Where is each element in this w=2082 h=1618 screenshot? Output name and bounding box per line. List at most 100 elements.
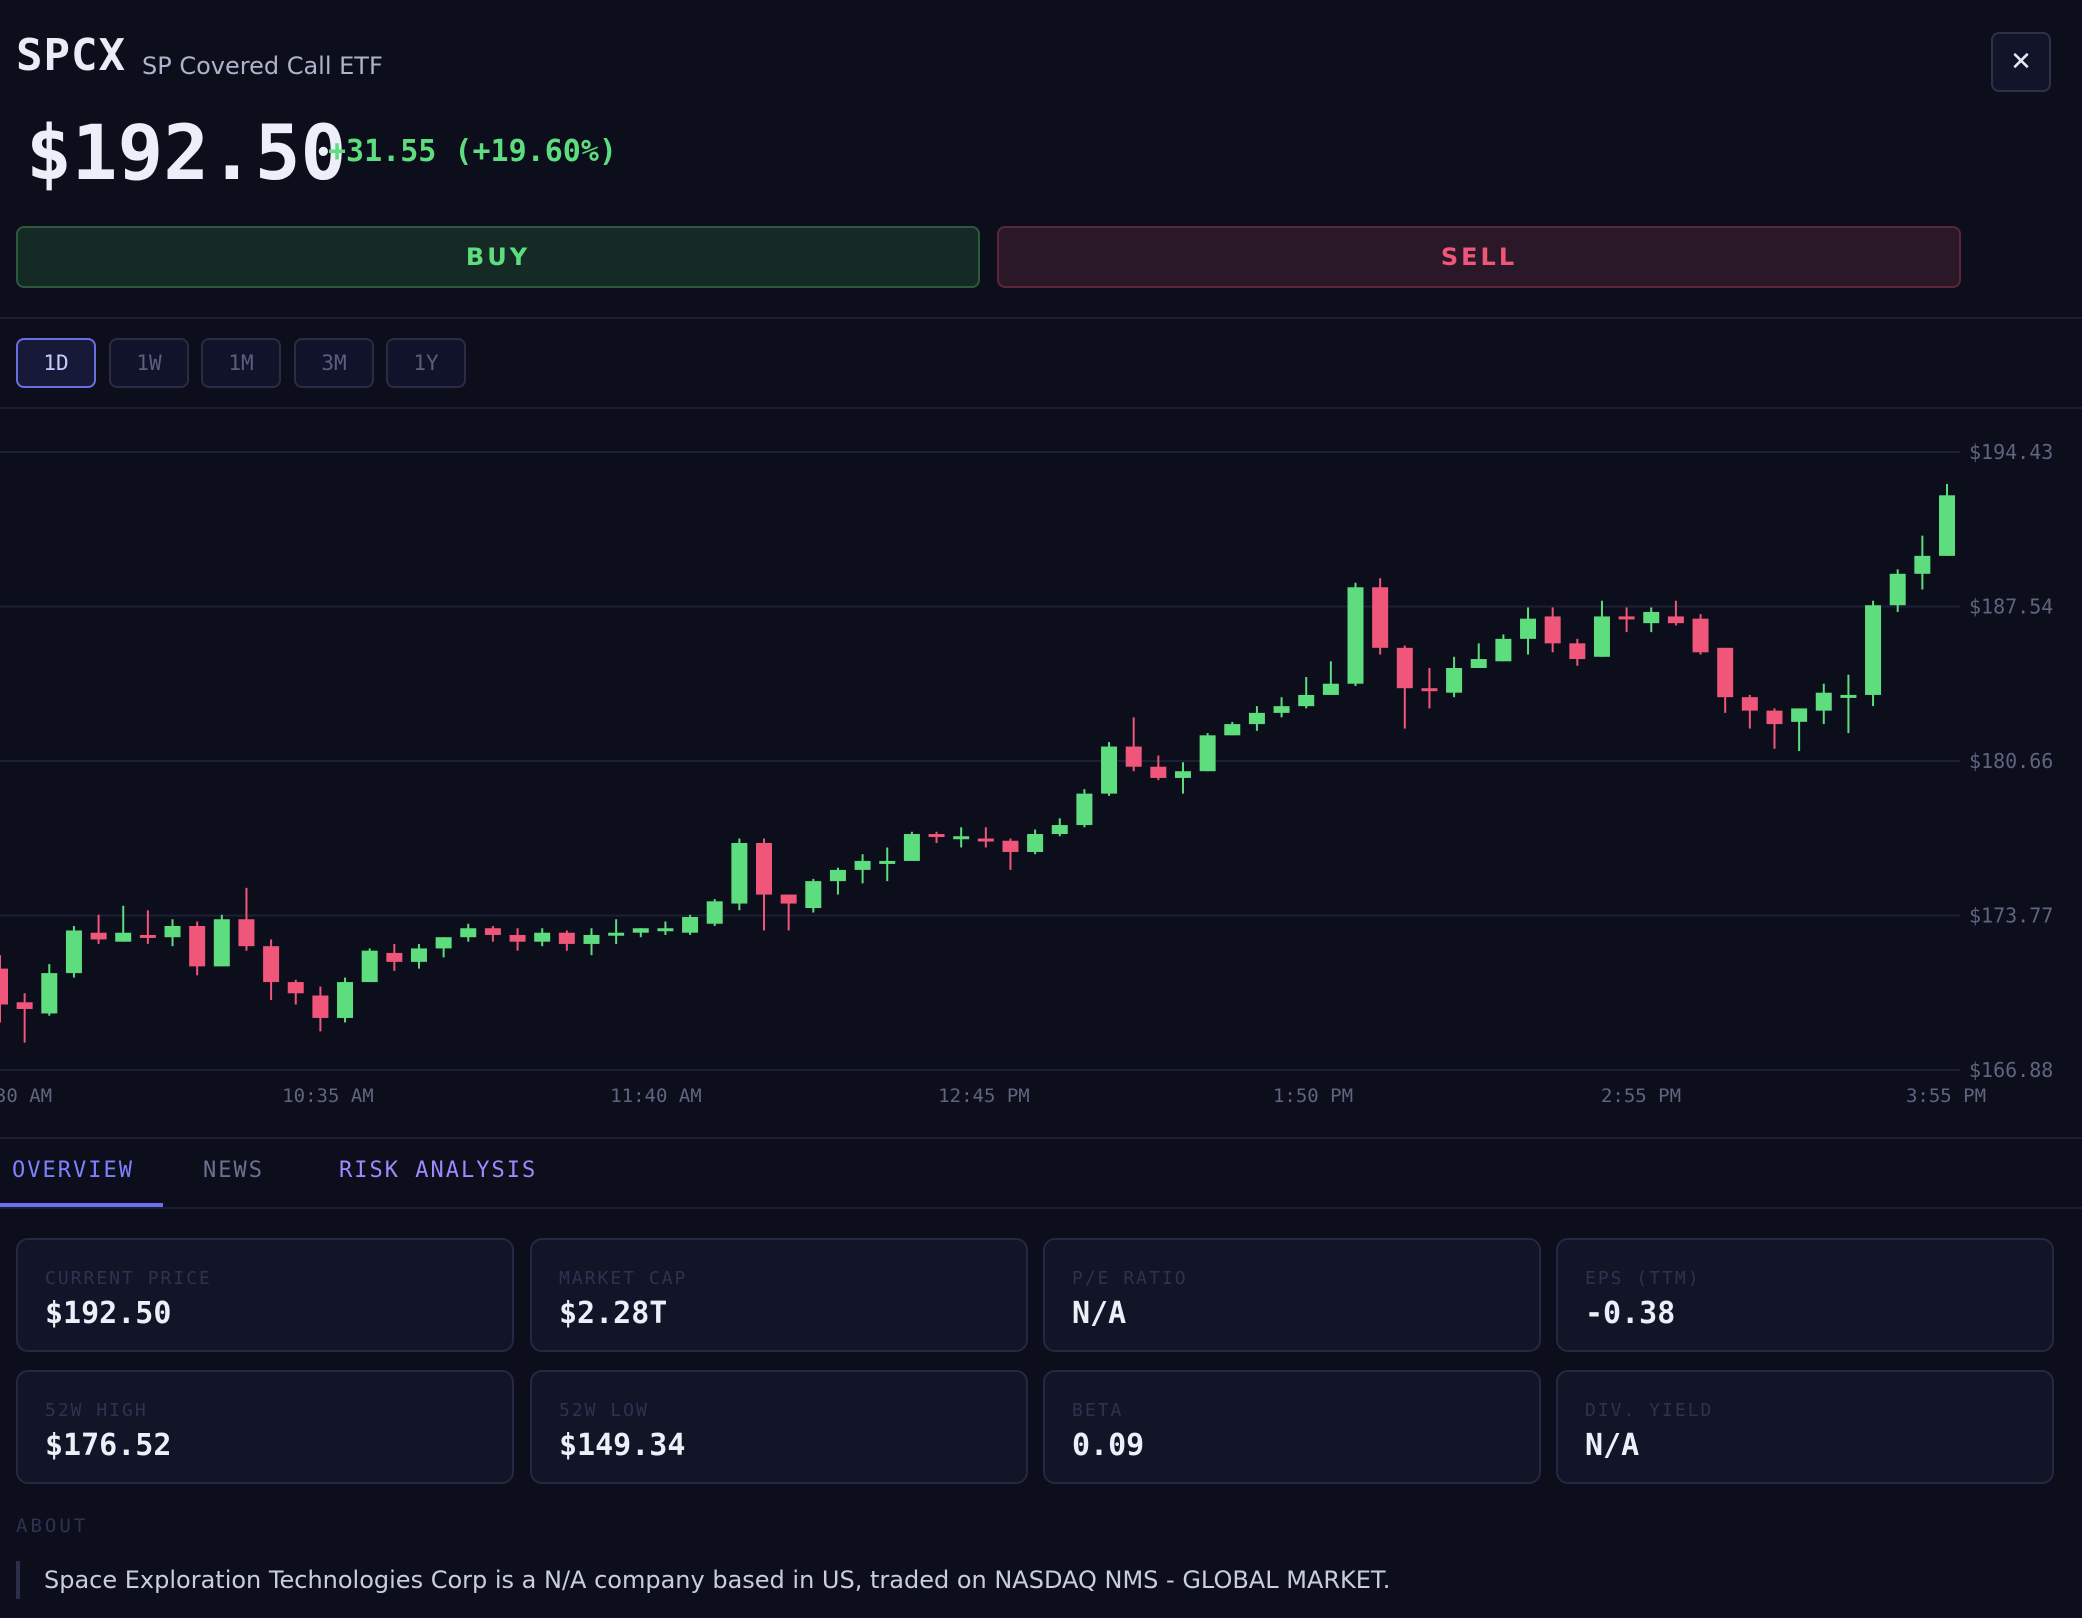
stat-value: N/A: [1072, 1296, 1127, 1331]
candle-body: [1815, 692, 1832, 711]
candle-body: [682, 917, 699, 933]
candle-body: [164, 925, 181, 938]
candle-body: [953, 836, 970, 840]
chart-top-divider: [0, 407, 2082, 409]
sell-button[interactable]: SELL: [997, 226, 1961, 288]
stat-card-market-cap: MARKET CAP $2.28T: [530, 1238, 1028, 1352]
x-tick-label: 3:55 PM: [1906, 1085, 1986, 1107]
candle-body: [1372, 587, 1389, 648]
stat-label: BETA: [1072, 1400, 1124, 1421]
stat-value: 0.09: [1072, 1428, 1145, 1463]
range-3m-button[interactable]: 3M: [294, 338, 374, 388]
stat-label: P/E RATIO: [1072, 1268, 1188, 1289]
y-tick-label: $180.66: [1969, 749, 2053, 773]
candle-body: [1643, 611, 1660, 624]
close-button[interactable]: ✕: [1991, 32, 2051, 92]
candle-body: [1520, 618, 1537, 639]
candle-body: [977, 838, 994, 842]
candle-body: [1741, 697, 1758, 711]
candle-body: [1421, 688, 1438, 692]
candle-body: [1051, 825, 1068, 835]
chart-bottom-divider: [0, 1137, 2082, 1139]
current-price: $192.50: [26, 108, 347, 197]
candle-body: [879, 860, 896, 864]
tab-overview[interactable]: OVERVIEW: [12, 1158, 134, 1183]
candle-body: [805, 881, 822, 909]
candle-body: [1347, 587, 1364, 684]
candle-body: [1224, 724, 1241, 736]
candle-body: [65, 930, 82, 974]
candle-body: [1569, 643, 1586, 660]
range-1m-button[interactable]: 1M: [201, 338, 281, 388]
stat-value: N/A: [1585, 1428, 1640, 1463]
tab-news[interactable]: NEWS: [203, 1158, 264, 1183]
candle-body: [1717, 647, 1734, 698]
candlestick-chart[interactable]: $194.43 $187.54 $180.66 $173.77 $166.88 9:30 …: [0, 410, 2082, 1138]
candle-body: [1125, 746, 1142, 767]
stat-value: -0.38: [1585, 1296, 1676, 1331]
candle-body: [263, 946, 280, 983]
stat-card-eps: EPS (TTM) -0.38: [1556, 1238, 2054, 1352]
candle-body: [435, 937, 452, 949]
range-1y-button[interactable]: 1Y: [386, 338, 466, 388]
stat-label: CURRENT PRICE: [45, 1268, 212, 1289]
candle-body: [312, 995, 329, 1018]
stat-label: 52W LOW: [559, 1400, 649, 1421]
candle-body: [337, 982, 354, 1018]
candle-body: [1667, 616, 1684, 624]
security-name: SP Covered Call ETF: [142, 52, 383, 80]
candle-body: [1076, 793, 1093, 826]
stat-label: DIV. YIELD: [1585, 1400, 1714, 1421]
candle-body: [287, 982, 304, 994]
x-tick-label: 2:55 PM: [1601, 1085, 1681, 1107]
candle-body: [1101, 746, 1118, 794]
candle-body: [558, 932, 575, 944]
candle-body: [903, 834, 920, 861]
candle-body: [1027, 834, 1044, 852]
y-tick-label: $187.54: [1969, 595, 2053, 619]
candle-body: [583, 934, 600, 944]
candle-body: [1791, 708, 1808, 722]
candle-body: [632, 928, 649, 933]
candle-body: [90, 932, 107, 940]
header-divider: [0, 317, 2082, 319]
stat-card-52w-high: 52W HIGH $176.52: [16, 1370, 514, 1484]
tabs-divider: [0, 1207, 2082, 1209]
stat-label: MARKET CAP: [559, 1268, 688, 1289]
candle-body: [1150, 766, 1167, 778]
candle-body: [1914, 555, 1931, 574]
candle-body: [41, 973, 58, 1014]
stat-card-div-yield: DIV. YIELD N/A: [1556, 1370, 2054, 1484]
y-tick-label: $173.77: [1969, 904, 2053, 928]
about-text: Space Exploration Technologies Corp is a…: [44, 1566, 1391, 1594]
candle-body: [0, 968, 8, 1005]
stat-label: 52W HIGH: [45, 1400, 148, 1421]
candle-body: [1174, 771, 1191, 778]
candle-body: [16, 1002, 33, 1009]
price-change: +31.55 (+19.60%): [328, 134, 617, 169]
x-tick-label: 9:30 AM: [0, 1085, 52, 1107]
candle-body: [731, 842, 748, 904]
candle-body: [1618, 616, 1635, 620]
stat-card-current-price: CURRENT PRICE $192.50: [16, 1238, 514, 1352]
candle-body: [361, 950, 378, 983]
candle-body: [608, 932, 625, 936]
buy-button[interactable]: BUY: [16, 226, 980, 288]
stat-value: $192.50: [45, 1296, 172, 1331]
candle-body: [756, 842, 773, 895]
stat-card-52w-low: 52W LOW $149.34: [530, 1370, 1028, 1484]
range-1d-button[interactable]: 1D: [16, 338, 96, 388]
y-tick-label: $166.88: [1969, 1058, 2053, 1082]
candle-body: [1322, 683, 1339, 695]
ticker-symbol: SPCX: [16, 30, 126, 81]
candle-body: [928, 834, 945, 838]
tab-risk-analysis[interactable]: RISK ANALYSIS: [339, 1158, 538, 1183]
candle-body: [1544, 616, 1561, 644]
candle-body: [534, 932, 551, 942]
stat-value: $2.28T: [559, 1296, 668, 1331]
candle-body: [1248, 712, 1265, 725]
candle-body: [460, 928, 477, 938]
range-1w-button[interactable]: 1W: [109, 338, 189, 388]
candle-body: [189, 925, 206, 967]
